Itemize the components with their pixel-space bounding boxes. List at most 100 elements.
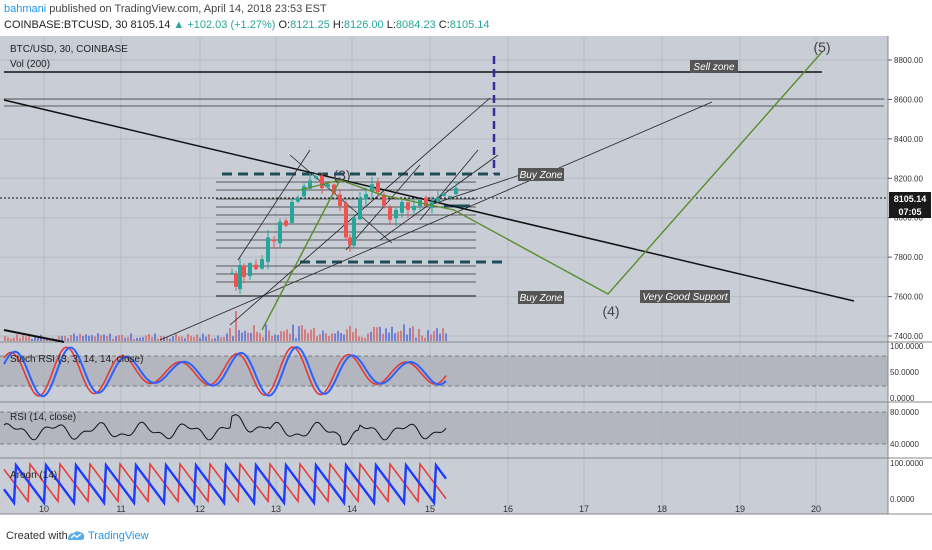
channel-line[interactable] <box>159 101 713 341</box>
countdown-tag: 07:05 <box>889 205 931 218</box>
time-tick-label: 20 <box>811 504 821 514</box>
buy-zone-lower-label[interactable]: Buy Zone <box>518 291 564 304</box>
open-label: O: <box>278 19 291 31</box>
volume-bar <box>64 335 66 341</box>
candle-body <box>394 209 398 219</box>
volume-bar <box>226 333 228 341</box>
low-label: L: <box>386 19 396 31</box>
price-axis-bg[interactable] <box>888 36 932 514</box>
price-tick-label: 7600.00 <box>894 293 923 302</box>
volume-bar <box>418 328 420 341</box>
wave-4-label[interactable]: (4) <box>602 303 619 319</box>
candle-body <box>344 203 348 238</box>
fan-line[interactable] <box>419 149 479 221</box>
price-tick-label: 8200.00 <box>894 174 923 183</box>
volume-bar <box>379 326 381 341</box>
volume-bar <box>13 337 15 341</box>
candle-body <box>364 194 368 200</box>
tradingview-brand[interactable]: TradingView <box>88 530 149 542</box>
volume-bar <box>388 332 390 341</box>
candle-body <box>348 237 352 246</box>
stoch-tick: 0.0000 <box>890 394 915 403</box>
volume-bar <box>157 338 159 341</box>
fan-line[interactable] <box>237 149 311 261</box>
volume-bar <box>406 334 408 341</box>
time-axis[interactable]: 10 11 12 13 14 15 16 17 18 19 20 <box>39 504 821 514</box>
candle-body <box>400 201 404 213</box>
candle-body <box>376 182 380 193</box>
candle-body <box>382 194 386 206</box>
main-pane-title[interactable]: BTC/USD, 30, COINBASE <box>10 44 128 55</box>
volume-bar <box>412 326 414 341</box>
volume-bar <box>133 338 135 341</box>
tradingview-logo-icon[interactable] <box>66 529 86 543</box>
time-tick-label: 13 <box>271 504 281 514</box>
aroon-lines <box>3 461 447 507</box>
close-value: 8105.14 <box>449 19 490 31</box>
volume-bar <box>88 335 90 341</box>
footer: Created with TradingView <box>0 524 932 550</box>
buy-zone-upper-label-bg <box>518 168 564 181</box>
downtrend-line[interactable] <box>3 99 855 302</box>
volume-bar <box>118 335 120 341</box>
wave-5-label[interactable]: (5) <box>813 39 830 55</box>
last-price: 8105.14 <box>130 19 171 31</box>
volume-bar <box>214 338 216 341</box>
candle-body <box>272 239 276 242</box>
volume-bar <box>313 328 315 341</box>
volume-bar <box>208 334 210 341</box>
candle-body <box>448 196 452 198</box>
stoch-title[interactable]: Stoch RSI (3, 3, 14, 14, close) <box>10 354 143 365</box>
volume-bar <box>265 324 267 341</box>
aroon-down-line <box>3 461 447 507</box>
sell-zone-label[interactable]: Sell zone <box>690 60 738 73</box>
very-good-support-label[interactable]: Very Good Support <box>640 290 730 303</box>
rsi-line-path <box>3 414 447 446</box>
volume-bar <box>253 325 255 341</box>
volume-bar <box>67 338 69 341</box>
volume-bar <box>439 333 441 341</box>
volume-title[interactable]: Vol (200) <box>10 59 50 70</box>
time-tick-label: 15 <box>425 504 435 514</box>
symbol-label[interactable]: COINBASE:BTCUSD, 30 <box>4 19 128 31</box>
volume-bar <box>4 336 6 341</box>
rsi-title[interactable]: RSI (14, close) <box>10 412 76 423</box>
candle-body <box>436 198 440 201</box>
candle-body <box>326 184 330 188</box>
candle-body <box>424 197 428 206</box>
volume-bar <box>154 333 156 341</box>
fan-line[interactable] <box>345 164 421 251</box>
countdown-tag-text: 07:05 <box>898 207 921 217</box>
wave-3-label[interactable]: (3) <box>333 167 350 183</box>
volume-bar <box>79 333 81 341</box>
candle-body <box>412 205 416 211</box>
volume-bar <box>376 327 378 341</box>
buy-zone-upper-label[interactable]: Buy Zone <box>518 168 564 181</box>
volume-bar <box>256 331 258 341</box>
volume-bar <box>292 324 294 341</box>
elliott-wave-projection[interactable] <box>261 51 823 331</box>
old-trend-line[interactable] <box>3 329 65 343</box>
time-tick-label: 10 <box>39 504 49 514</box>
volume-bar <box>442 328 444 341</box>
volume-bar <box>10 338 12 341</box>
volume-bar <box>367 333 369 341</box>
volume-bar <box>193 336 195 341</box>
volume-bar <box>262 337 264 341</box>
time-axis-bg[interactable] <box>0 514 932 524</box>
volume-bar <box>394 333 396 341</box>
volume-bar <box>349 325 351 341</box>
publish-info: bahmani published on TradingView.com, Ap… <box>4 3 327 15</box>
volume-bar <box>244 330 246 341</box>
author-link[interactable]: bahmani <box>4 3 47 15</box>
wave-segment[interactable] <box>299 179 341 191</box>
volume-bar <box>334 333 336 341</box>
buy-zone-pointer[interactable] <box>429 174 521 206</box>
price-axis[interactable]: 8800.00 8600.00 8400.00 8200.00 8000.00 7800.… <box>888 56 923 341</box>
chart-canvas[interactable]: Sell zone Buy Zone Buy Zone Very Good Su… <box>0 36 932 524</box>
volume-bar <box>112 338 114 341</box>
last-price-tag-bg <box>889 192 931 205</box>
aroon-title[interactable]: Aroon (14) <box>10 470 57 481</box>
candle-body <box>296 198 300 202</box>
volume-bar <box>43 337 45 341</box>
